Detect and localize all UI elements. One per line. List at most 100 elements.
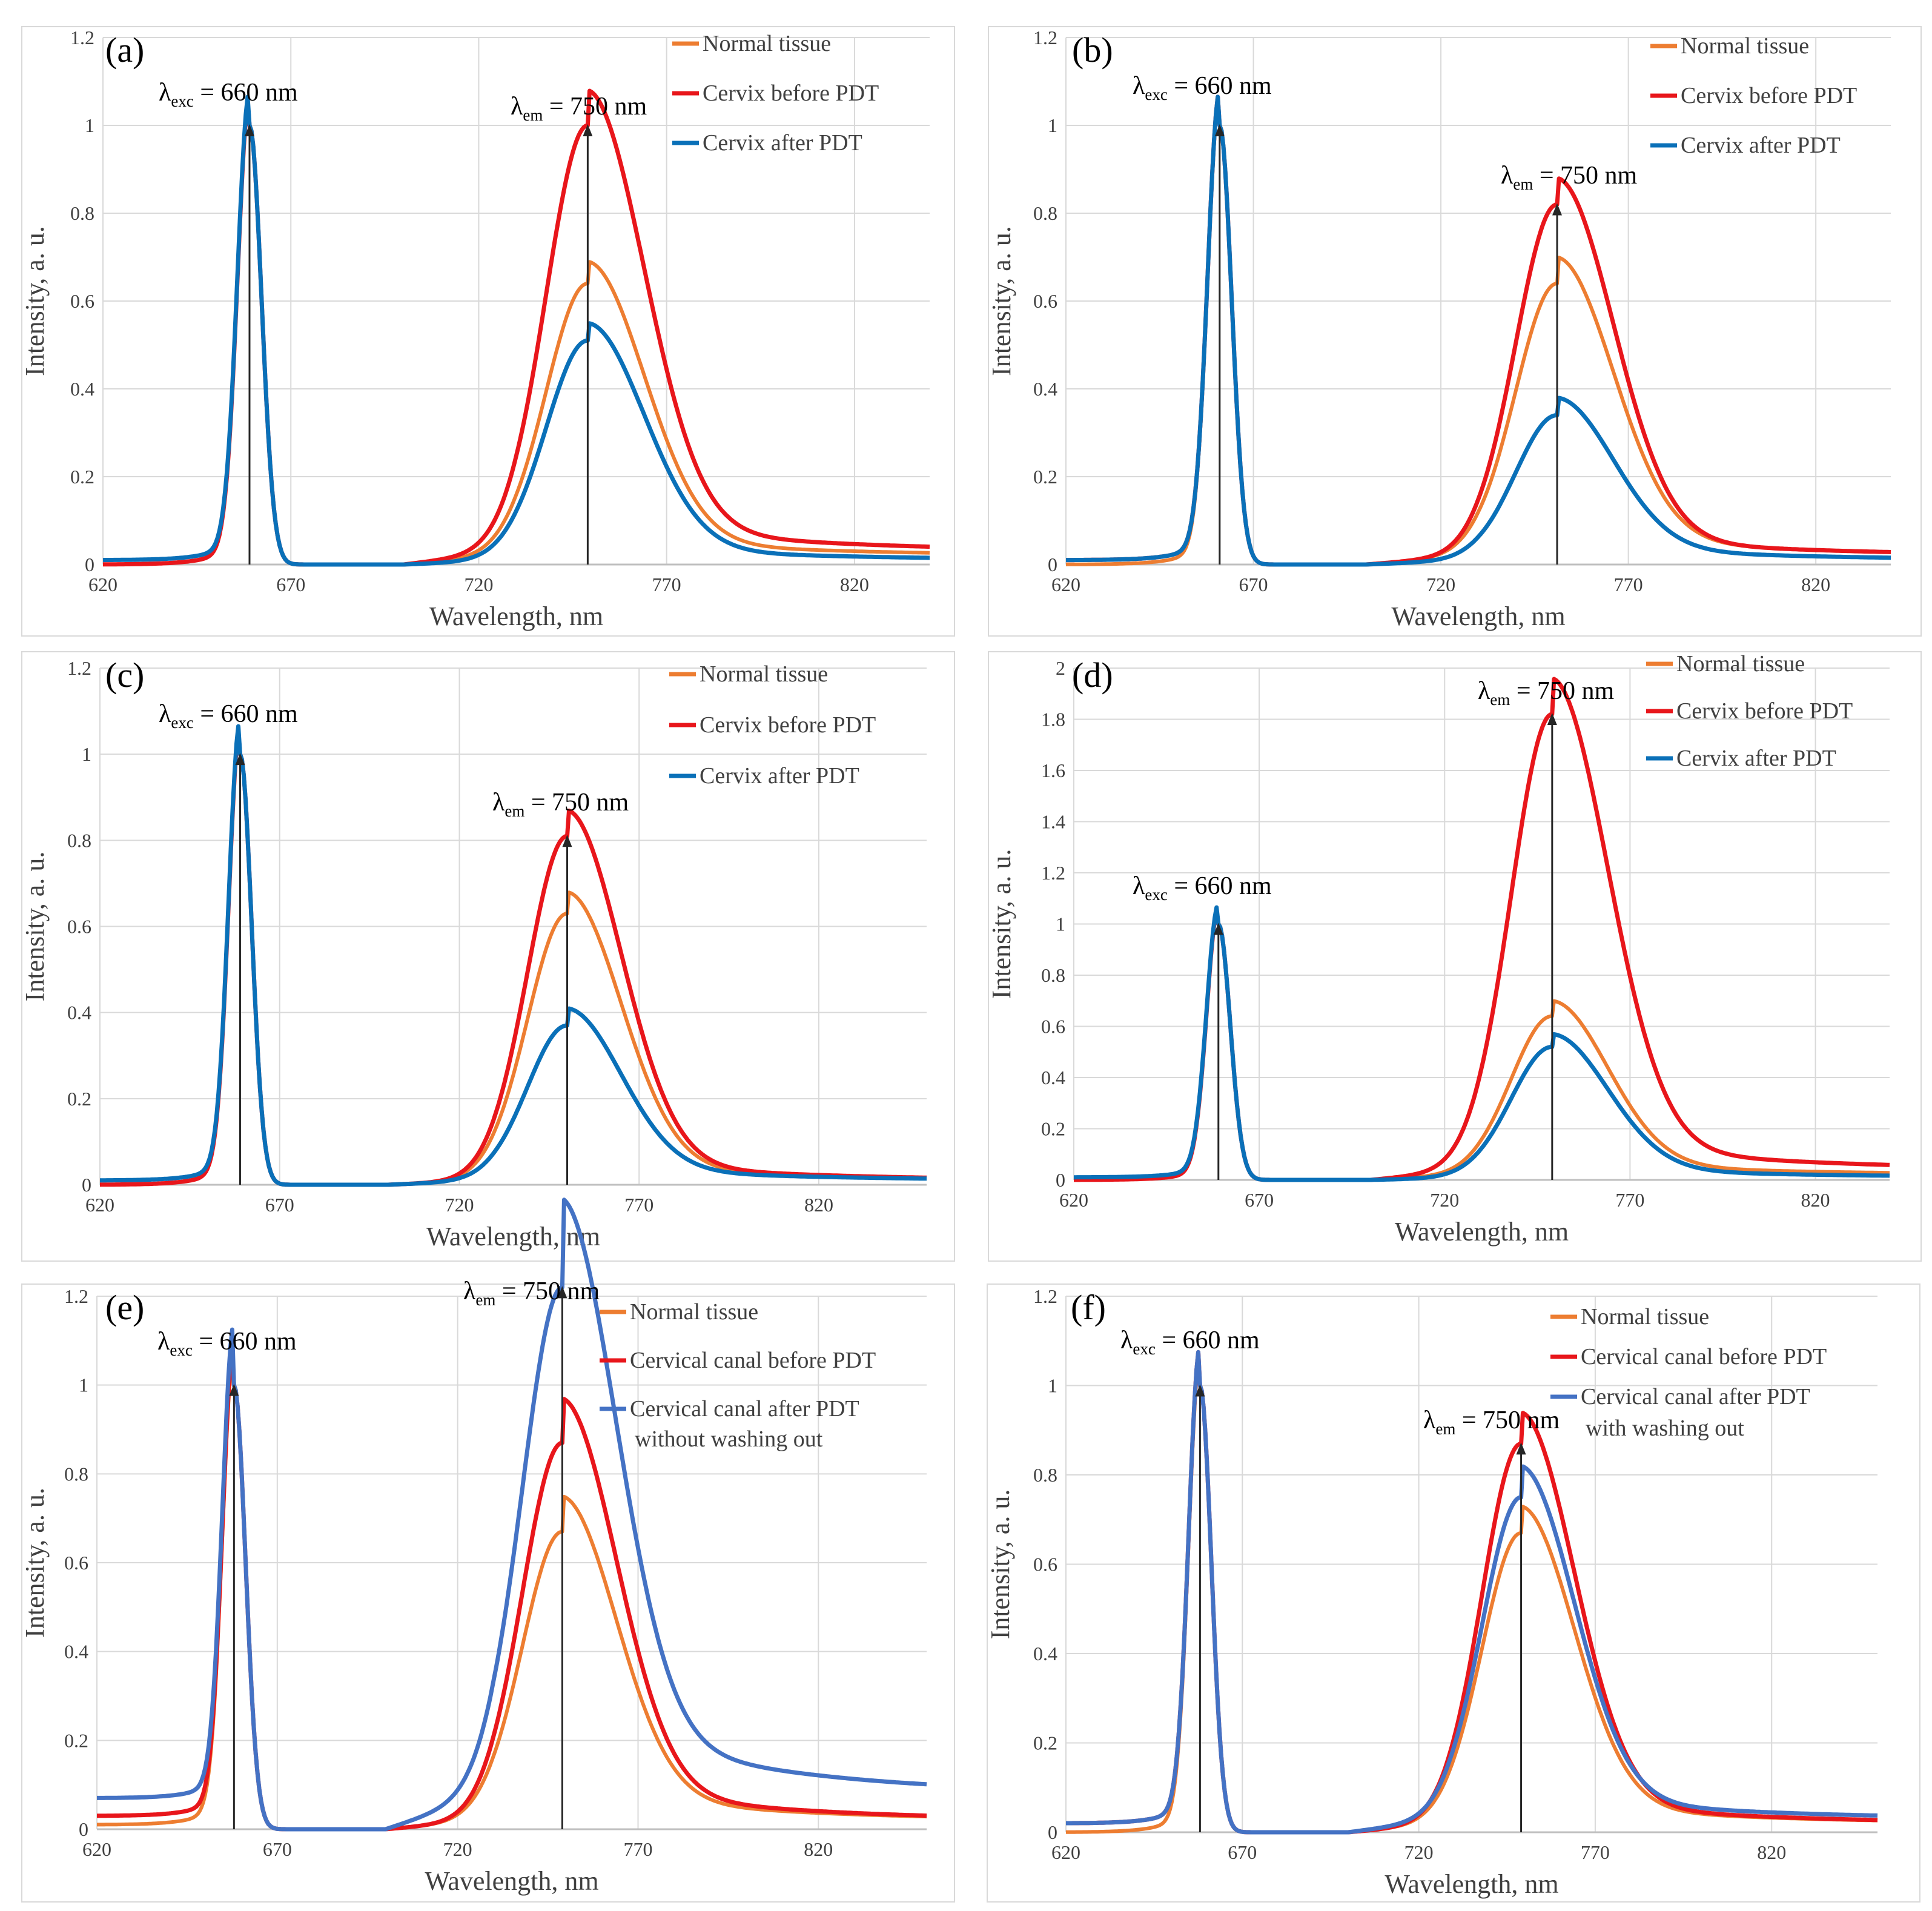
y-tick-label: 0.4: [1041, 1067, 1065, 1088]
legend-entry: Normal tissue: [1676, 651, 1805, 677]
excitation-marker-arrowhead: [244, 124, 254, 136]
x-tick-label: 770: [1614, 574, 1643, 595]
x-tick-label: 770: [1615, 1189, 1644, 1211]
legend-entry: Cervix after PDT: [1676, 746, 1836, 771]
emission-marker-arrowhead: [1552, 203, 1563, 216]
y-tick-label: 1.2: [1033, 1285, 1057, 1307]
y-tick-label: 1.4: [1041, 811, 1065, 833]
emission-marker-arrowhead: [1547, 713, 1557, 726]
excitation-label: λexc = 660 nm: [157, 1328, 297, 1359]
x-axis-title: Wavelength, nm: [429, 601, 603, 631]
legend-entry: Cervix before PDT: [700, 712, 876, 738]
emission-marker-arrowhead: [557, 1286, 567, 1299]
y-tick-label: 0.6: [1041, 1016, 1065, 1038]
x-tick-label: 670: [1245, 1189, 1274, 1211]
y-tick-label: 0.6: [1033, 1554, 1057, 1575]
x-tick-label: 670: [276, 574, 305, 595]
legend-entry: Cervix after PDT: [1681, 133, 1841, 158]
x-tick-label: 720: [1430, 1189, 1459, 1211]
x-tick-label: 770: [623, 1838, 652, 1860]
legend-entry: Cervix after PDT: [703, 130, 862, 156]
y-tick-label: 1.2: [1041, 862, 1065, 884]
excitation-marker-arrowhead: [229, 1383, 239, 1396]
y-axis-title: Intensity, a. u.: [987, 849, 1016, 999]
x-tick-label: 770: [624, 1194, 653, 1216]
y-tick-label: 0.2: [64, 1729, 88, 1751]
y-tick-label: 1: [1048, 1375, 1057, 1397]
x-tick-label: 820: [1801, 1189, 1830, 1211]
x-tick-label: 820: [1757, 1841, 1786, 1863]
y-tick-label: 1.8: [1041, 709, 1065, 730]
y-tick-label: 0.4: [1033, 378, 1057, 400]
y-tick-label: 0.2: [70, 466, 94, 488]
chart-panel-c: 0 0.2 0.4 0.6 0.8 1 1.2 620 670 720 770 820 Waveleng…: [20, 651, 955, 1262]
emission-marker-arrowhead: [562, 835, 572, 847]
legend-entry: Cervical canal before PDT: [630, 1348, 876, 1373]
series-line-3: [99, 724, 927, 1187]
y-axis-title: Intensity, a. u.: [20, 226, 50, 376]
x-tick-label: 670: [1239, 574, 1268, 595]
x-axis-title: Wavelength, nm: [1384, 1869, 1558, 1899]
y-axis-title: Intensity, a. u.: [20, 1488, 50, 1638]
emission-marker-arrowhead: [1516, 1442, 1526, 1455]
y-tick-label: 0.8: [70, 202, 94, 224]
legend-entry: Normal tissue: [700, 661, 828, 687]
y-tick-label: 1.2: [70, 27, 94, 48]
emission-marker-arrowhead: [583, 124, 593, 136]
excitation-marker-arrowhead: [1214, 124, 1225, 136]
panel-label: (c): [105, 655, 144, 695]
x-tick-label: 620: [88, 574, 117, 595]
x-tick-label: 720: [445, 1194, 474, 1216]
y-tick-label: 1.2: [64, 1285, 88, 1307]
x-tick-label: 720: [1404, 1841, 1434, 1863]
emission-label: λem = 750 nm: [492, 789, 629, 820]
panel-label: (d): [1072, 655, 1113, 695]
y-tick-label: 0.2: [1033, 1732, 1057, 1754]
y-tick-label: 0.4: [70, 378, 94, 400]
y-tick-label: 0.8: [1033, 202, 1057, 224]
x-axis-title: Wavelength, nm: [1391, 601, 1565, 631]
x-tick-label: 820: [1801, 574, 1830, 595]
excitation-marker-arrowhead: [1195, 1384, 1205, 1397]
y-tick-label: 0.6: [70, 290, 94, 312]
panel-label: (a): [105, 30, 144, 70]
y-tick-label: 0.8: [1041, 964, 1065, 986]
legend-entry: Cervix before PDT: [1681, 83, 1857, 108]
y-tick-label: 0.8: [64, 1463, 88, 1485]
y-tick-label: 0: [82, 1174, 91, 1196]
chart-panel-f: 0 0.2 0.4 0.6 0.8 1 1.2 620 670 720 770 820 Waveleng…: [985, 1283, 1920, 1903]
legend-entry: Cervical canal before PDT: [1581, 1344, 1827, 1369]
y-tick-label: 0: [79, 1818, 88, 1840]
y-axis-title: Intensity, a. u.: [987, 226, 1016, 376]
excitation-marker-arrowhead: [1213, 922, 1223, 935]
legend-entry: Normal tissue: [1681, 33, 1809, 59]
x-axis-title: Wavelength, nm: [425, 1866, 598, 1896]
x-tick-label: 720: [1426, 574, 1455, 595]
legend-entry: Normal tissue: [630, 1299, 758, 1325]
y-tick-label: 0.8: [1033, 1464, 1057, 1486]
excitation-label: λexc = 660 nm: [159, 700, 298, 732]
y-tick-label: 1: [82, 743, 91, 765]
legend-entry: Cervix after PDT: [700, 763, 859, 789]
panel-label: (b): [1072, 30, 1113, 70]
emission-label: λem = 750 nm: [1423, 1406, 1560, 1438]
legend-entry: Normal tissue: [1581, 1304, 1709, 1330]
y-tick-label: 1.6: [1041, 760, 1065, 781]
y-tick-label: 0: [1048, 1821, 1057, 1843]
panel-frame: [987, 1283, 1920, 1903]
legend-entry: Normal tissue: [703, 31, 831, 56]
y-tick-label: 0.4: [67, 1002, 91, 1024]
panel-frame: [21, 1283, 955, 1903]
y-tick-label: 0.4: [64, 1641, 88, 1663]
excitation-label: λexc = 660 nm: [1133, 872, 1272, 904]
series-line-3: [1073, 905, 1890, 1182]
y-tick-label: 0: [1056, 1169, 1065, 1191]
y-tick-label: 0: [1048, 554, 1057, 575]
y-tick-label: 1.2: [1033, 27, 1057, 48]
y-tick-label: 1: [1056, 913, 1065, 935]
x-tick-label: 620: [82, 1838, 111, 1860]
panel-frame: [988, 26, 1922, 637]
legend-entry: without washing out: [635, 1426, 823, 1452]
y-tick-label: 0: [85, 554, 94, 575]
x-axis-title: Wavelength, nm: [426, 1222, 600, 1251]
